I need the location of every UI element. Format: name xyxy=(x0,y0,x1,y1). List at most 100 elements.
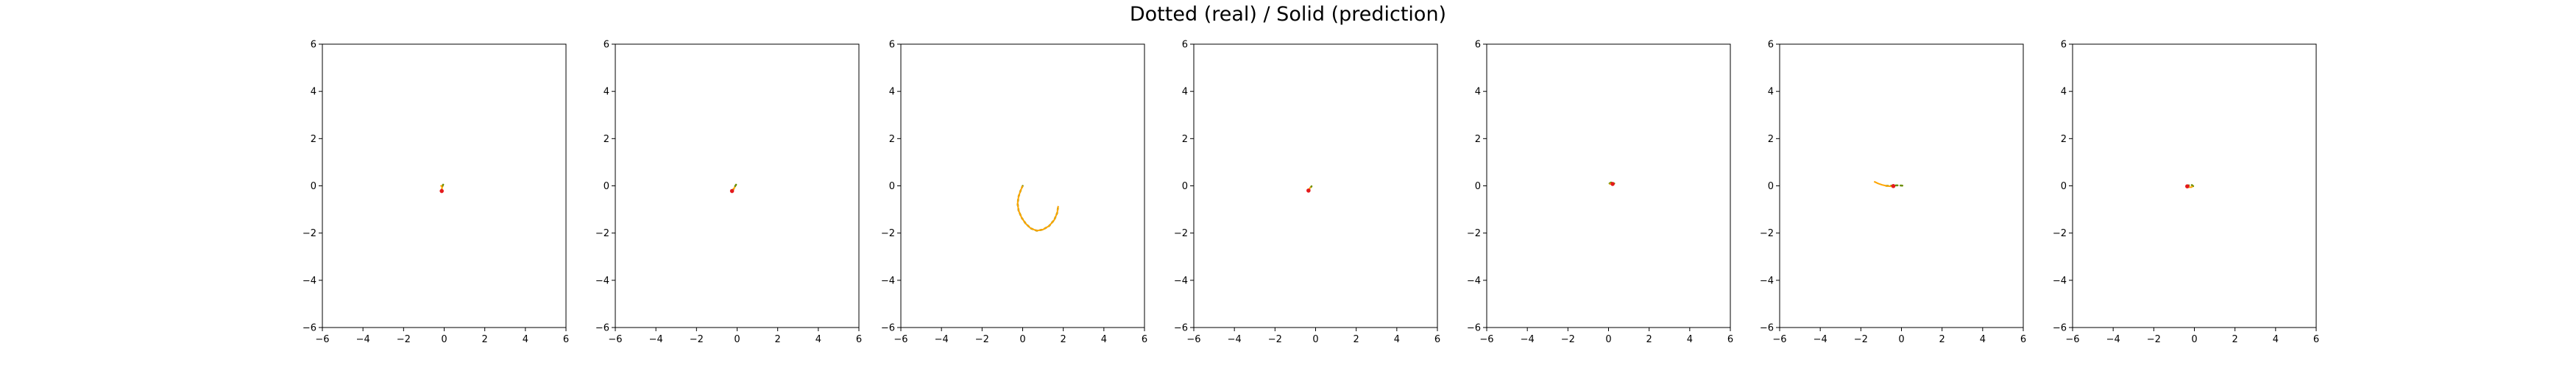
subplot-1: −6 −4 −2 0 2 4 6 −6 −4 −2 0 2 4 6 xyxy=(302,40,569,346)
x-tick-label: −2 xyxy=(690,334,704,345)
y-tick-label: −6 xyxy=(1467,323,1481,334)
y-tick-label: −2 xyxy=(1760,228,1774,239)
y-tick-label: −6 xyxy=(1174,323,1188,334)
real-series-line xyxy=(1885,184,1906,187)
y-tick-label: −4 xyxy=(1174,275,1188,286)
x-tick-label: 2 xyxy=(2232,334,2238,345)
start-marker xyxy=(439,188,444,194)
x-tick-label: 4 xyxy=(1687,334,1693,345)
y-tick-label: 4 xyxy=(1768,87,1774,98)
x-tick-label: −4 xyxy=(2106,334,2120,345)
x-tick-label: 6 xyxy=(2313,334,2319,345)
y-tick-label: 2 xyxy=(1768,134,1774,145)
x-tick-label: 0 xyxy=(441,334,447,345)
subplot-4: −6 −4 −2 0 2 4 6 −6 −4 −2 0 2 4 6 xyxy=(1174,40,1440,346)
subplot-7: −6 −4 −2 0 2 4 6 −6 −4 −2 0 2 4 6 xyxy=(2053,40,2319,346)
x-tick-label: −6 xyxy=(608,334,622,345)
y-tick-label: 0 xyxy=(889,181,895,192)
y-tick-label: 0 xyxy=(2061,181,2067,192)
y-tick-label: 6 xyxy=(1768,40,1774,51)
x-tick-label: 6 xyxy=(856,334,862,345)
x-tick-label: −2 xyxy=(1561,334,1575,345)
x-tick-label: −2 xyxy=(2147,334,2161,345)
y-tick-label: −4 xyxy=(1760,275,1774,286)
prediction-series-line xyxy=(1873,180,1894,188)
x-tick-label: 4 xyxy=(2273,334,2279,345)
y-tick-label: 4 xyxy=(604,87,609,98)
y-tick-label: −6 xyxy=(881,323,895,334)
y-tick-label: 0 xyxy=(1475,181,1481,192)
x-tick-label: 2 xyxy=(1354,334,1359,345)
x-tick-label: −4 xyxy=(356,334,370,345)
figure-title: Dotted (real) / Solid (prediction) xyxy=(1129,3,1447,26)
x-tick-label: 4 xyxy=(1394,334,1400,345)
y-tick-label: 6 xyxy=(2061,40,2067,51)
x-tick-label: 0 xyxy=(734,334,740,345)
real-series-line xyxy=(1016,185,1060,232)
x-tick-label: 0 xyxy=(2191,334,2197,345)
x-tick-label: −6 xyxy=(894,334,907,345)
y-tick-label: 2 xyxy=(311,134,316,145)
y-tick-label: 2 xyxy=(1182,134,1188,145)
x-tick-label: −6 xyxy=(1772,334,1786,345)
prediction-series-line xyxy=(1016,185,1059,232)
y-tick-label: −6 xyxy=(595,323,609,334)
y-tick-label: 2 xyxy=(889,134,895,145)
y-tick-label: −2 xyxy=(595,228,609,239)
y-tick-label: −6 xyxy=(2053,323,2067,334)
plot-frame xyxy=(1486,43,1731,328)
start-marker xyxy=(1306,188,1311,193)
x-tick-label: −4 xyxy=(935,334,949,345)
x-tick-label: 6 xyxy=(1434,334,1440,345)
y-tick-label: 6 xyxy=(1182,40,1188,51)
y-tick-label: −2 xyxy=(1174,228,1188,239)
y-tick-label: 4 xyxy=(2061,87,2067,98)
y-tick-label: 6 xyxy=(889,40,895,51)
plot-frame xyxy=(615,43,860,328)
x-tick-label: 4 xyxy=(815,334,821,345)
y-tick-label: 6 xyxy=(604,40,609,51)
subplot-5: −6 −4 −2 0 2 4 6 −6 −4 −2 0 2 4 6 xyxy=(1467,40,1733,346)
x-tick-label: 6 xyxy=(1727,334,1733,345)
y-tick-label: 4 xyxy=(1475,87,1481,98)
y-tick-label: −6 xyxy=(302,323,316,334)
y-tick-label: −4 xyxy=(302,275,316,286)
y-tick-label: −4 xyxy=(2053,275,2067,286)
x-tick-label: −6 xyxy=(1479,334,1493,345)
y-tick-label: 4 xyxy=(1182,87,1188,98)
x-tick-label: 2 xyxy=(482,334,488,345)
plot-frame xyxy=(900,43,1145,328)
start-marker xyxy=(1610,182,1615,186)
x-tick-label: 4 xyxy=(523,334,528,345)
y-tick-label: 4 xyxy=(889,87,895,98)
y-tick-label: −6 xyxy=(1760,323,1774,334)
y-tick-label: 6 xyxy=(311,40,316,51)
y-tick-label: −4 xyxy=(881,275,895,286)
y-tick-label: −2 xyxy=(2053,228,2067,239)
start-marker xyxy=(2185,184,2190,188)
x-tick-label: −6 xyxy=(1186,334,1200,345)
y-tick-label: −2 xyxy=(302,228,316,239)
y-tick-label: 0 xyxy=(1768,181,1774,192)
y-tick-label: 2 xyxy=(604,134,609,145)
x-tick-label: −4 xyxy=(649,334,663,345)
x-tick-label: 4 xyxy=(1980,334,1986,345)
start-marker xyxy=(1891,184,1896,188)
x-tick-label: 0 xyxy=(1898,334,1904,345)
y-tick-label: −4 xyxy=(1467,275,1481,286)
x-tick-label: 4 xyxy=(1101,334,1107,345)
prediction-series-line xyxy=(439,185,443,191)
x-tick-label: −2 xyxy=(1268,334,1282,345)
y-tick-label: 2 xyxy=(1475,134,1481,145)
x-tick-label: 2 xyxy=(1061,334,1066,345)
x-tick-label: −2 xyxy=(975,334,989,345)
y-tick-label: 0 xyxy=(311,181,316,192)
x-tick-label: 0 xyxy=(1605,334,1611,345)
x-tick-label: −6 xyxy=(315,334,329,345)
y-tick-label: 0 xyxy=(604,181,609,192)
x-tick-label: −4 xyxy=(1521,334,1535,345)
subplot-3: −6 −4 −2 0 2 4 6 −6 −4 −2 0 2 4 6 xyxy=(881,40,1147,346)
x-tick-label: −4 xyxy=(1814,334,1827,345)
subplot-2: −6 −4 −2 0 2 4 6 −6 −4 −2 0 2 4 6 xyxy=(595,40,862,346)
